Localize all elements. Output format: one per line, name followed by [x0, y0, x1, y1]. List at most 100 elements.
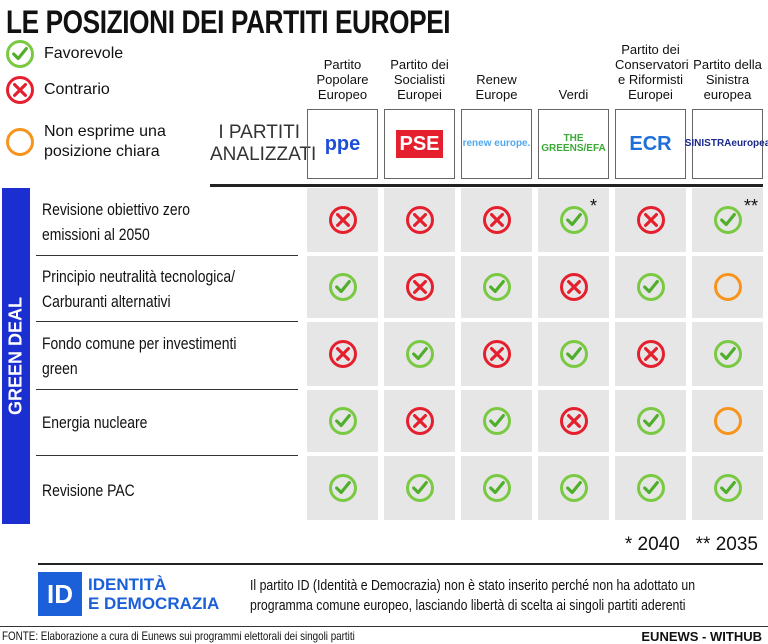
legend-item-contrario: Contrario: [6, 76, 174, 104]
position-cell: [461, 390, 532, 452]
party-logo-text: ECR: [629, 133, 672, 155]
party-logo-text: THE GREENS/EFA: [541, 133, 606, 154]
divider: [38, 563, 763, 565]
party-logo-text: renew europe.: [462, 138, 531, 149]
position-cell: [461, 456, 532, 520]
position-cell: [461, 322, 532, 386]
position-cell: [307, 188, 378, 252]
id-name-line2: E DEMOCRAZIA: [88, 594, 220, 613]
cross-icon: [405, 407, 434, 435]
cross-icon: [559, 407, 588, 435]
empty-circle-icon: [713, 407, 742, 435]
check-icon: [482, 407, 511, 435]
position-cell: [384, 256, 455, 318]
row-topic: Energia nucleare: [36, 390, 298, 456]
position-cell: [615, 456, 686, 520]
position-cell: [692, 390, 763, 452]
position-cell: [692, 322, 763, 386]
row-topic: Fondo comune per investimenti green: [36, 322, 298, 390]
party-logo-0: ppe: [307, 109, 378, 179]
position-cell: [307, 322, 378, 386]
party-name: Renew Europe: [475, 72, 518, 102]
check-icon: [636, 273, 665, 301]
position-cell: [615, 322, 686, 386]
check-icon: [713, 474, 742, 502]
position-cell: [384, 456, 455, 520]
position-cell: [307, 456, 378, 520]
cross-icon: [328, 206, 357, 234]
check-icon: [559, 206, 588, 234]
row-topic: Principio neutralità tecnologica/ Carbur…: [36, 256, 298, 322]
check-icon: [328, 273, 357, 301]
party-name: Verdi: [558, 87, 589, 102]
brand: EUNEWS - WITHUB: [641, 629, 762, 644]
position-cell: [615, 188, 686, 252]
position-cell: [461, 256, 532, 318]
cross-icon: [6, 76, 34, 104]
check-icon: [713, 206, 742, 234]
check-icon: [559, 474, 588, 502]
party-logo-text: SINISTRAeuropea: [684, 138, 768, 149]
position-cell: [461, 188, 532, 252]
party-logo-5: SINISTRAeuropea: [685, 109, 768, 179]
cross-icon: [405, 273, 434, 301]
legend-label: Contrario: [44, 81, 110, 98]
check-icon: [482, 273, 511, 301]
party-name: Partito dei Conservatori e Riformisti Eu…: [615, 42, 689, 102]
cross-icon: [405, 206, 434, 234]
position-cell: [307, 390, 378, 452]
cross-icon: [482, 206, 511, 234]
check-icon: [6, 40, 34, 68]
cross-icon: [482, 340, 511, 368]
page-title: LE POSIZIONI DEI PARTITI EUROPEI: [6, 4, 451, 40]
check-icon: [482, 474, 511, 502]
party-name: Partito della Sinistra europea: [693, 57, 762, 102]
position-cell: [307, 256, 378, 318]
legend-label: Non esprime una posizione chiara: [44, 123, 166, 160]
party-logo-2: renew europe.: [461, 109, 532, 179]
divider: [210, 184, 763, 187]
footnote-marker: **: [744, 196, 759, 216]
position-cell: [615, 390, 686, 452]
position-cell: [692, 456, 763, 520]
id-logo-mark: ID: [38, 572, 82, 616]
cross-icon: [328, 340, 357, 368]
legend-label: Favorevole: [44, 45, 124, 62]
position-cell: [692, 256, 763, 318]
check-icon: [328, 474, 357, 502]
party-name: Partito Popolare Europeo: [316, 57, 369, 102]
party-logo-text: PSE: [396, 130, 443, 158]
position-cell: [384, 390, 455, 452]
section-label: GREEN DEAL: [2, 188, 30, 524]
position-cell: *: [538, 188, 609, 252]
empty-circle-icon: [6, 128, 34, 156]
party-logo-text: ppe: [324, 133, 361, 155]
id-party-logo: ID IDENTITÀ E DEMOCRAZIA: [38, 572, 219, 616]
position-cell: [538, 322, 609, 386]
legend-item-neutro: Non esprime una posizione chiara: [6, 122, 174, 162]
check-icon: [636, 407, 665, 435]
check-icon: [405, 474, 434, 502]
row-topic: Revisione obiettivo zero emissioni al 20…: [36, 188, 298, 256]
party-logo-3: THE GREENS/EFA: [538, 109, 609, 179]
cross-icon: [636, 340, 665, 368]
cross-icon: [636, 206, 665, 234]
id-party-note: Il partito ID (Identità e Democrazia) no…: [250, 577, 696, 614]
position-cell: [384, 188, 455, 252]
check-icon: [405, 340, 434, 368]
party-logo-1: PSE: [384, 109, 455, 179]
position-cell: [538, 256, 609, 318]
legend-item-favorevole: Favorevole: [6, 40, 174, 68]
cross-icon: [559, 273, 588, 301]
check-icon: [559, 340, 588, 368]
empty-circle-icon: [713, 273, 742, 301]
position-cell: [538, 456, 609, 520]
footnotes: * 2040 ** 2035: [624, 534, 758, 555]
analyzed-label: I PARTITI ANALIZZATI: [210, 122, 317, 165]
position-cell: [384, 322, 455, 386]
check-icon: [328, 407, 357, 435]
position-cell: [615, 256, 686, 318]
party-logo-4: ECR: [615, 109, 686, 179]
position-cell: [538, 390, 609, 452]
divider: [0, 626, 768, 627]
